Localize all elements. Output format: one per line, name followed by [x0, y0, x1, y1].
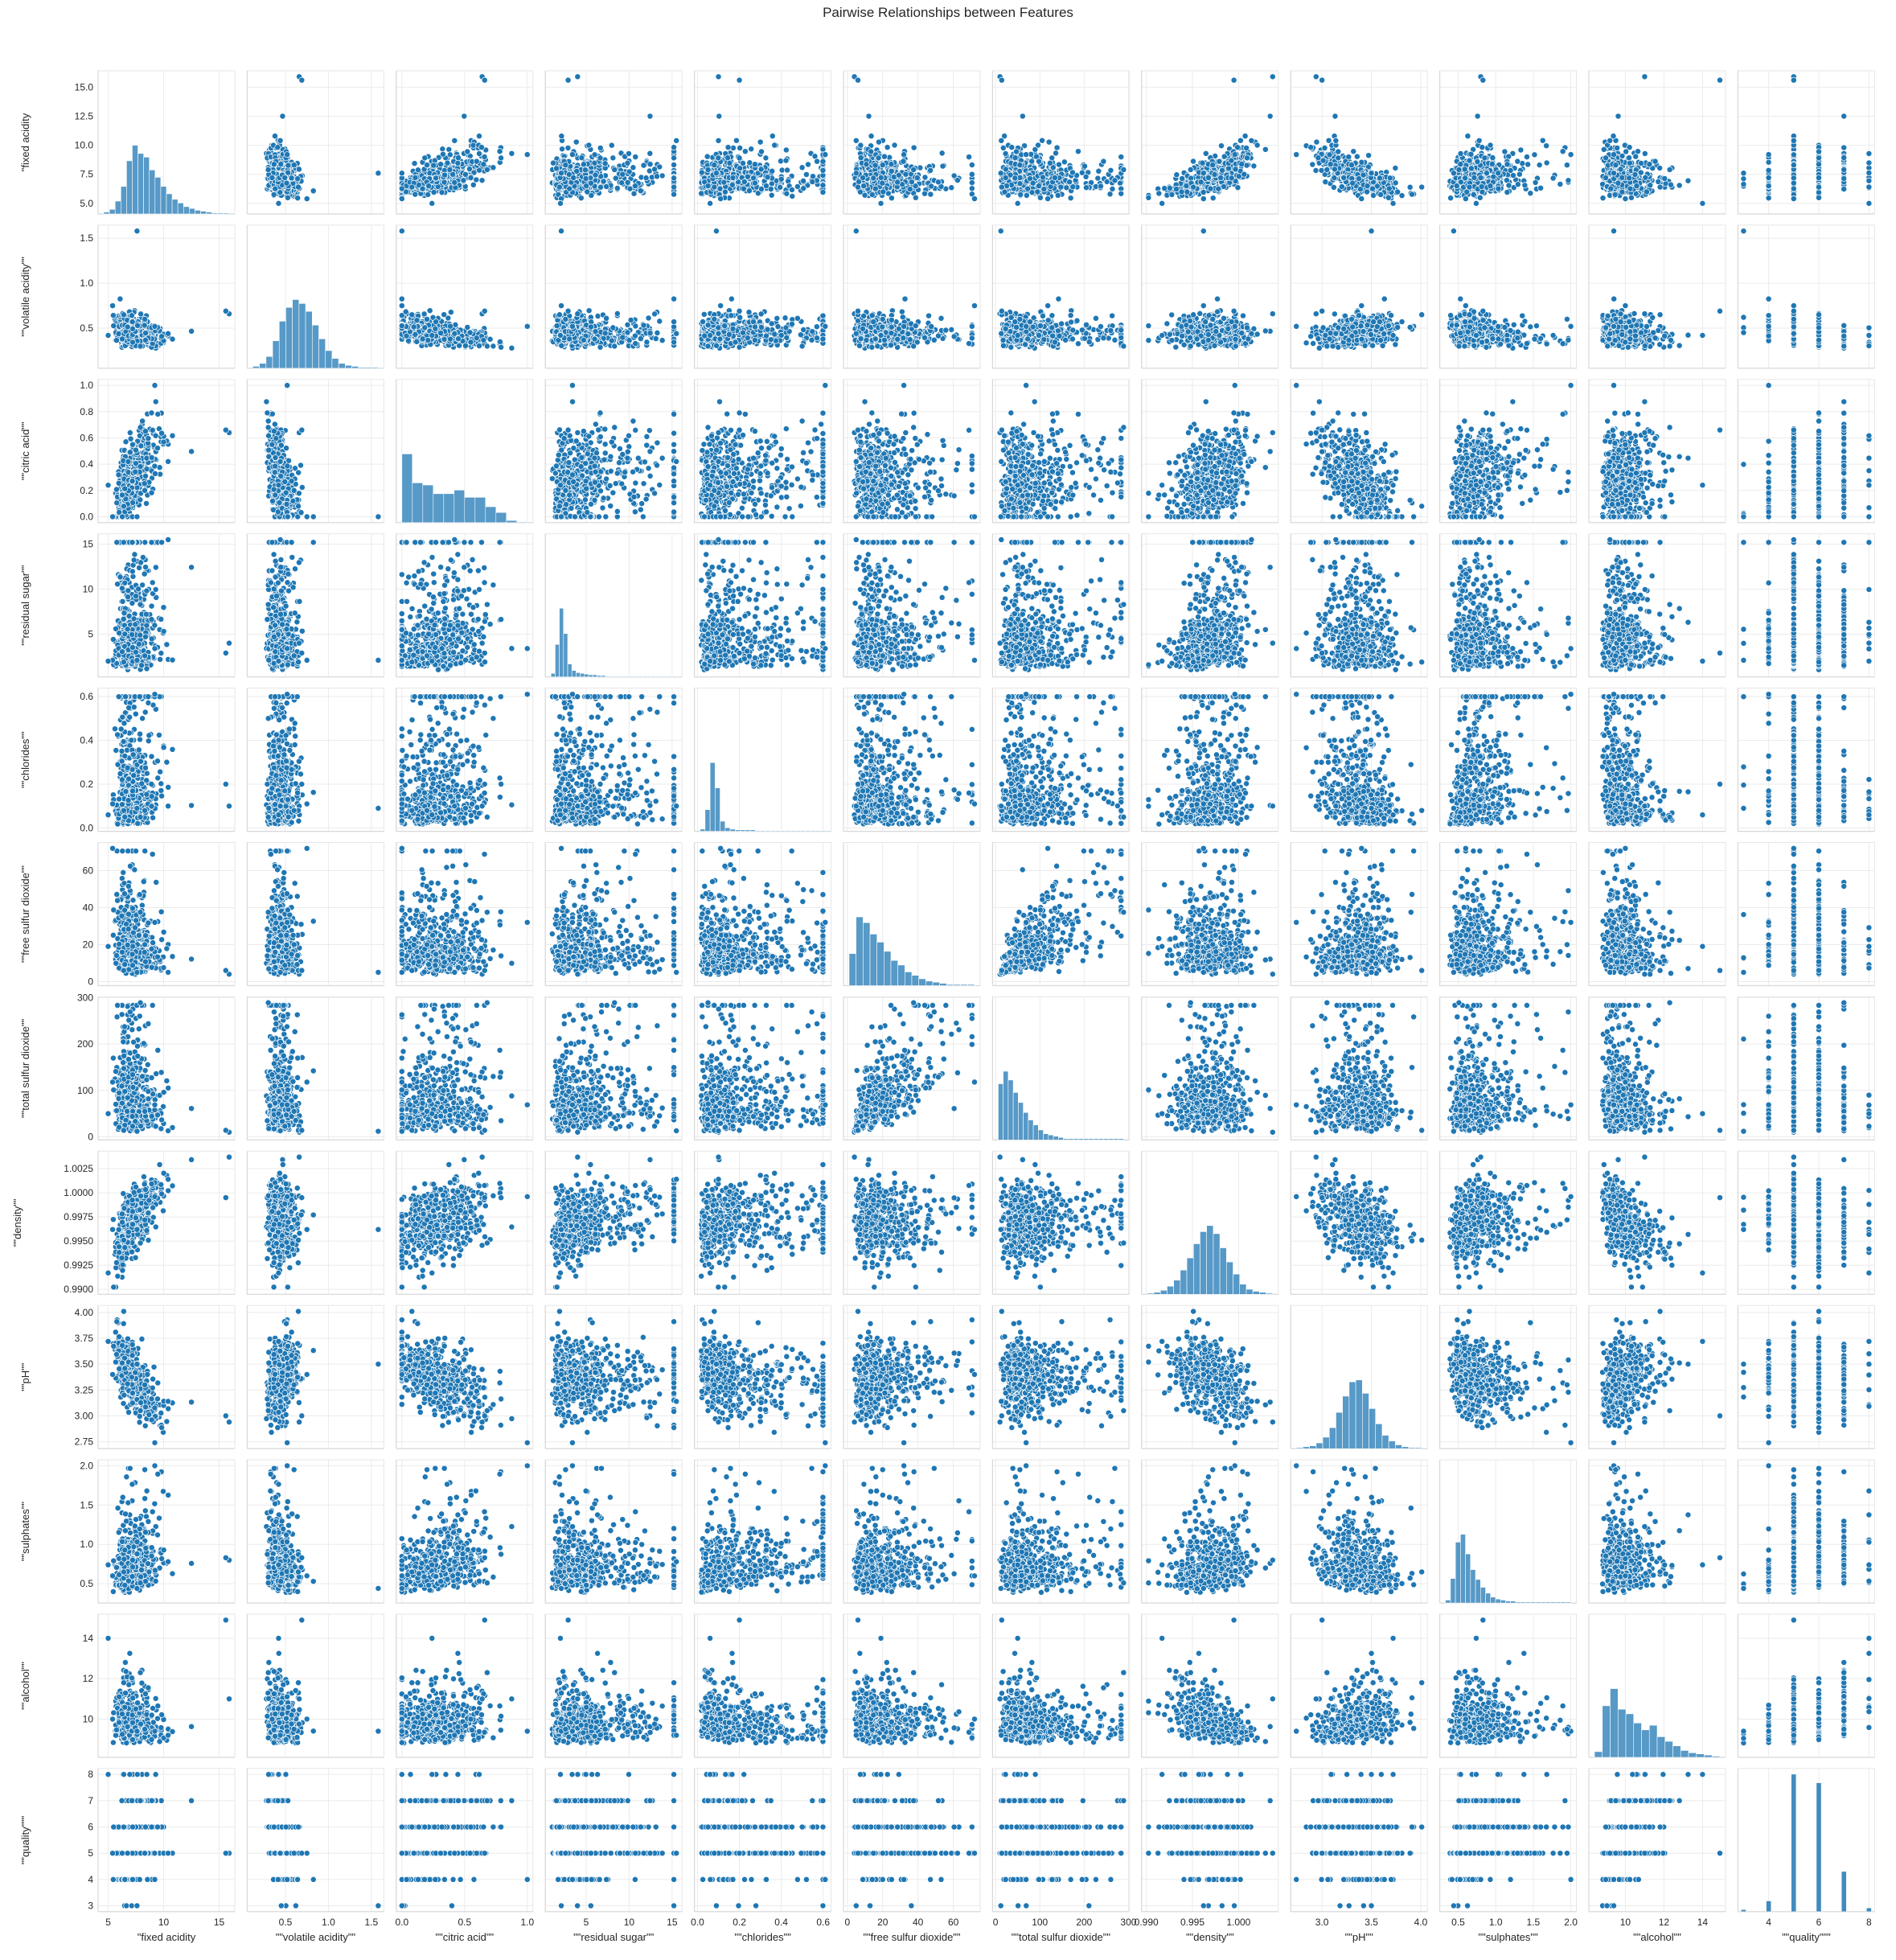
histogram-bar	[212, 213, 218, 214]
scatter-point	[284, 180, 289, 186]
scatter-point	[447, 166, 453, 172]
panel-0-1	[247, 71, 384, 214]
histogram-bar	[121, 187, 126, 214]
histogram-bar	[104, 212, 109, 214]
scatter-point	[272, 134, 277, 139]
scatter-point	[295, 195, 301, 201]
histogram-bar	[224, 213, 229, 214]
scatter-point	[285, 152, 290, 158]
panel-0-0	[98, 71, 235, 214]
scatter-point	[304, 195, 310, 201]
histogram-bar	[195, 210, 200, 214]
scatter-point	[271, 191, 277, 197]
scatter-point	[295, 176, 301, 182]
scatter-point	[277, 138, 283, 143]
histogram-bar	[126, 161, 132, 214]
scatter-point	[461, 178, 466, 183]
scatter-point	[276, 200, 281, 206]
scatter-point	[498, 155, 503, 161]
scatter-point	[295, 184, 301, 190]
scatter-point	[271, 162, 277, 167]
scatter-point	[431, 189, 437, 195]
scatter-point	[269, 175, 275, 180]
scatter-point	[470, 142, 476, 148]
histogram-bar	[178, 203, 183, 214]
scatter-point	[445, 160, 450, 166]
histogram-bar	[218, 213, 224, 214]
scatter-point	[412, 161, 417, 166]
scatter-point	[275, 145, 281, 150]
histogram-bar	[115, 201, 121, 214]
scatter-point	[285, 195, 290, 200]
panel-0-2	[396, 71, 533, 214]
scatter-point	[376, 171, 381, 176]
scatter-point	[278, 162, 284, 167]
scatter-point	[310, 188, 316, 194]
scatter-point	[285, 170, 291, 175]
histogram-bar	[189, 208, 195, 214]
histogram-bar	[183, 207, 189, 214]
scatter-point	[478, 145, 484, 150]
scatter-point	[497, 149, 503, 154]
scatter-point	[474, 177, 479, 183]
histogram-bar	[109, 209, 115, 214]
histogram-bar	[132, 146, 137, 214]
scatter-point	[265, 166, 271, 172]
scatter-point	[446, 146, 452, 152]
scatter-point	[412, 191, 418, 197]
scatter-point	[470, 182, 476, 187]
histogram-bar	[144, 157, 150, 214]
scatter-point	[285, 162, 291, 168]
scatter-point	[282, 175, 288, 180]
scatter-point	[479, 178, 485, 183]
histogram-bar	[161, 187, 166, 214]
histogram-bar	[166, 194, 172, 214]
scatter-point	[476, 134, 482, 139]
scatter-point	[509, 150, 515, 156]
histogram-bar	[207, 212, 212, 214]
scatter-point	[440, 146, 445, 152]
histogram-bar	[201, 212, 207, 214]
scatter-point	[289, 175, 294, 181]
histogram-bar	[150, 170, 155, 214]
scatter-point	[299, 77, 305, 83]
scatter-point	[452, 179, 458, 185]
scatter-point	[476, 150, 482, 156]
histogram-bar	[155, 177, 161, 214]
scatter-point	[490, 165, 496, 171]
histogram-bar	[172, 199, 178, 214]
scatter-point	[277, 190, 283, 195]
scatter-point	[273, 186, 278, 191]
scatter-point	[291, 162, 297, 168]
scatter-point	[453, 185, 458, 191]
scatter-point	[280, 113, 285, 119]
scatter-point	[462, 113, 467, 119]
scatter-point	[296, 166, 302, 172]
histogram-bar	[138, 154, 144, 214]
